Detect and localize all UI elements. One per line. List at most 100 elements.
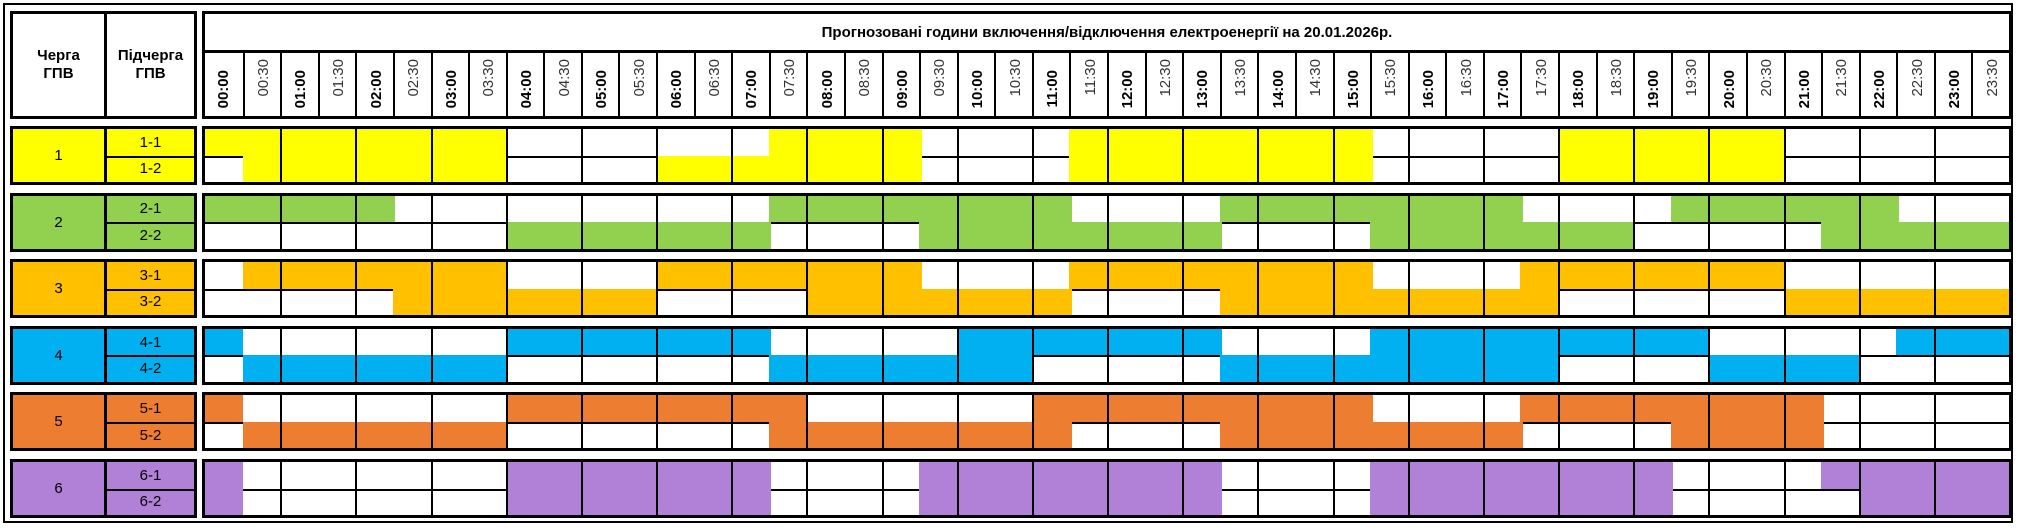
outage-slot — [919, 462, 958, 489]
time-label: 00:00 — [215, 69, 233, 108]
outage-slot — [1896, 462, 1935, 489]
outage-slot — [768, 195, 807, 223]
power-on-slot — [769, 289, 807, 316]
outage-slot — [1445, 328, 1484, 356]
power-on-slot — [1783, 328, 1824, 356]
outage-slot — [1219, 355, 1258, 382]
outage-slot — [1107, 395, 1148, 422]
power-on-slot — [1295, 222, 1333, 249]
time-column-header: 20:00 — [1708, 53, 1748, 116]
power-on-slot — [1107, 288, 1147, 316]
time-column-header: 04:30 — [543, 53, 583, 116]
outage-slot — [843, 288, 882, 316]
outage-slot — [1933, 488, 1974, 515]
time-column-header: 21:00 — [1783, 53, 1824, 116]
outage-slot — [1219, 262, 1258, 289]
power-on-slot — [844, 329, 882, 356]
power-on-slot — [1069, 289, 1107, 316]
power-on-slot — [806, 328, 846, 356]
outage-slot — [1933, 328, 1974, 356]
queue-label: 5 — [54, 413, 63, 431]
time-label: 21:30 — [1833, 59, 1851, 97]
power-on-slot — [1332, 488, 1373, 515]
outage-slot — [1482, 195, 1523, 223]
outage-slot — [1031, 462, 1072, 489]
time-column-header: 04:00 — [505, 53, 546, 116]
schedule-row-1-2 — [205, 155, 2009, 183]
power-on-slot — [731, 421, 771, 449]
power-on-slot — [580, 421, 621, 449]
outage-slot — [242, 129, 281, 156]
power-on-slot — [618, 196, 656, 223]
power-on-slot — [769, 329, 807, 356]
time-label: 13:30 — [1232, 59, 1250, 97]
outage-slot — [580, 462, 621, 489]
power-on-slot — [1482, 155, 1523, 182]
outage-slot — [956, 355, 997, 382]
outage-slot — [468, 262, 507, 289]
outage-slot — [1031, 328, 1072, 356]
time-label: 09:00 — [893, 69, 911, 108]
outage-slot — [505, 395, 546, 422]
power-on-slot — [1482, 395, 1523, 422]
outage-slot — [1144, 488, 1183, 515]
outage-slot — [1182, 222, 1223, 249]
time-column-header: 06:00 — [656, 53, 696, 116]
outage-slot — [1708, 355, 1749, 382]
power-on-slot — [844, 462, 882, 489]
power-on-slot — [430, 488, 471, 515]
outage-slot — [242, 195, 281, 223]
power-on-slot — [1971, 422, 2009, 449]
power-on-slot — [1933, 155, 1974, 182]
power-on-slot — [1257, 222, 1297, 249]
power-on-slot — [656, 421, 696, 449]
outage-slot — [1182, 262, 1223, 289]
time-label: 02:00 — [367, 69, 385, 108]
outage-slot — [806, 155, 847, 182]
power-on-slot — [1445, 129, 1483, 156]
outage-slot — [693, 395, 732, 422]
outage-slot — [1182, 129, 1223, 156]
power-on-slot — [618, 156, 656, 183]
outage-slot — [731, 462, 772, 489]
subqueue-header: Підчерга ГПВ — [104, 11, 197, 119]
outage-slot — [1896, 328, 1935, 356]
subqueue-label: 1-2 — [104, 155, 194, 182]
outage-slot — [1144, 328, 1183, 356]
power-on-slot — [393, 395, 431, 422]
power-on-slot — [393, 196, 431, 223]
outage-slot — [1558, 395, 1599, 422]
power-on-slot — [393, 329, 431, 356]
outage-slot — [1745, 421, 1784, 449]
outage-slot — [843, 195, 882, 223]
power-on-slot — [1145, 196, 1183, 223]
power-on-slot — [1971, 395, 2009, 422]
schedule-row-4-2 — [205, 355, 2009, 382]
time-label: 23:00 — [1946, 69, 1964, 108]
outage-slot — [1745, 262, 1784, 289]
power-on-slot — [1671, 489, 1709, 516]
outage-slot — [768, 155, 807, 182]
power-on-slot — [505, 421, 546, 449]
time-label: 12:00 — [1119, 69, 1137, 108]
outage-slot — [1257, 421, 1298, 449]
power-on-slot — [243, 329, 281, 356]
outage-slot — [1896, 488, 1935, 515]
power-on-slot — [1708, 222, 1748, 249]
power-on-slot — [1783, 488, 1824, 515]
outage-slot — [1445, 355, 1484, 382]
power-on-slot — [844, 489, 882, 516]
time-column-header: 23:00 — [1933, 53, 1974, 116]
time-column-header: 17:00 — [1482, 53, 1523, 116]
outage-slot — [1107, 328, 1148, 356]
outage-slot — [1558, 129, 1599, 156]
time-label: 15:00 — [1344, 69, 1362, 108]
outage-slot — [430, 129, 471, 156]
power-on-slot — [1220, 462, 1258, 489]
power-on-slot — [1558, 195, 1598, 223]
time-column-header: 16:00 — [1407, 53, 1448, 116]
queue-label: 1 — [54, 147, 63, 164]
power-on-slot — [1746, 489, 1784, 516]
schedule-row-3-2 — [205, 288, 2010, 316]
power-on-slot — [1821, 489, 1859, 516]
